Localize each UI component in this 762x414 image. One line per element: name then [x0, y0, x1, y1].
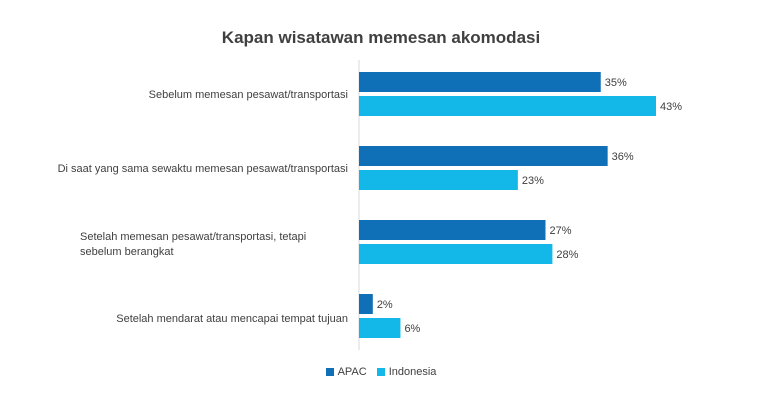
- chart-title: Kapan wisatawan memesan akomodasi: [221, 28, 541, 47]
- bar-indonesia-2: [359, 244, 553, 264]
- legend-label-indonesia: Indonesia: [388, 366, 437, 378]
- legend-label-apac: APAC: [337, 366, 367, 378]
- data-label-apac-3: 2%: [377, 299, 393, 311]
- legend-item-apac: APAC: [325, 366, 367, 378]
- category-label-3: Setelah mendarat atau mencapai tempat tu…: [116, 313, 348, 325]
- legend-swatch-indonesia: [376, 368, 385, 376]
- bar-apac-3: [359, 294, 373, 314]
- data-label-indonesia-1: 23%: [522, 175, 544, 187]
- bar-apac-0: [359, 72, 601, 92]
- category-label-1: Di saat yang sama sewaktu memesan pesawa…: [57, 163, 348, 175]
- bar-apac-1: [359, 146, 608, 166]
- data-label-indonesia-0: 43%: [660, 101, 682, 113]
- data-label-apac-2: 27%: [549, 225, 571, 237]
- bar-indonesia-1: [359, 170, 518, 190]
- data-label-indonesia-2: 28%: [556, 249, 578, 261]
- chart-legend: APAC Indonesia: [0, 366, 762, 378]
- bar-apac-2: [359, 220, 546, 240]
- data-label-apac-0: 35%: [605, 77, 627, 89]
- data-label-apac-1: 36%: [612, 151, 634, 163]
- data-label-indonesia-3: 6%: [404, 323, 420, 335]
- category-label-0: Sebelum memesan pesawat/transportasi: [148, 89, 348, 101]
- category-label-2: Setelah memesan pesawat/transportasi, te…: [80, 231, 307, 258]
- legend-item-indonesia: Indonesia: [376, 366, 437, 378]
- bar-indonesia-3: [359, 318, 401, 338]
- bar-indonesia-0: [359, 96, 656, 116]
- legend-swatch-apac: [325, 368, 334, 376]
